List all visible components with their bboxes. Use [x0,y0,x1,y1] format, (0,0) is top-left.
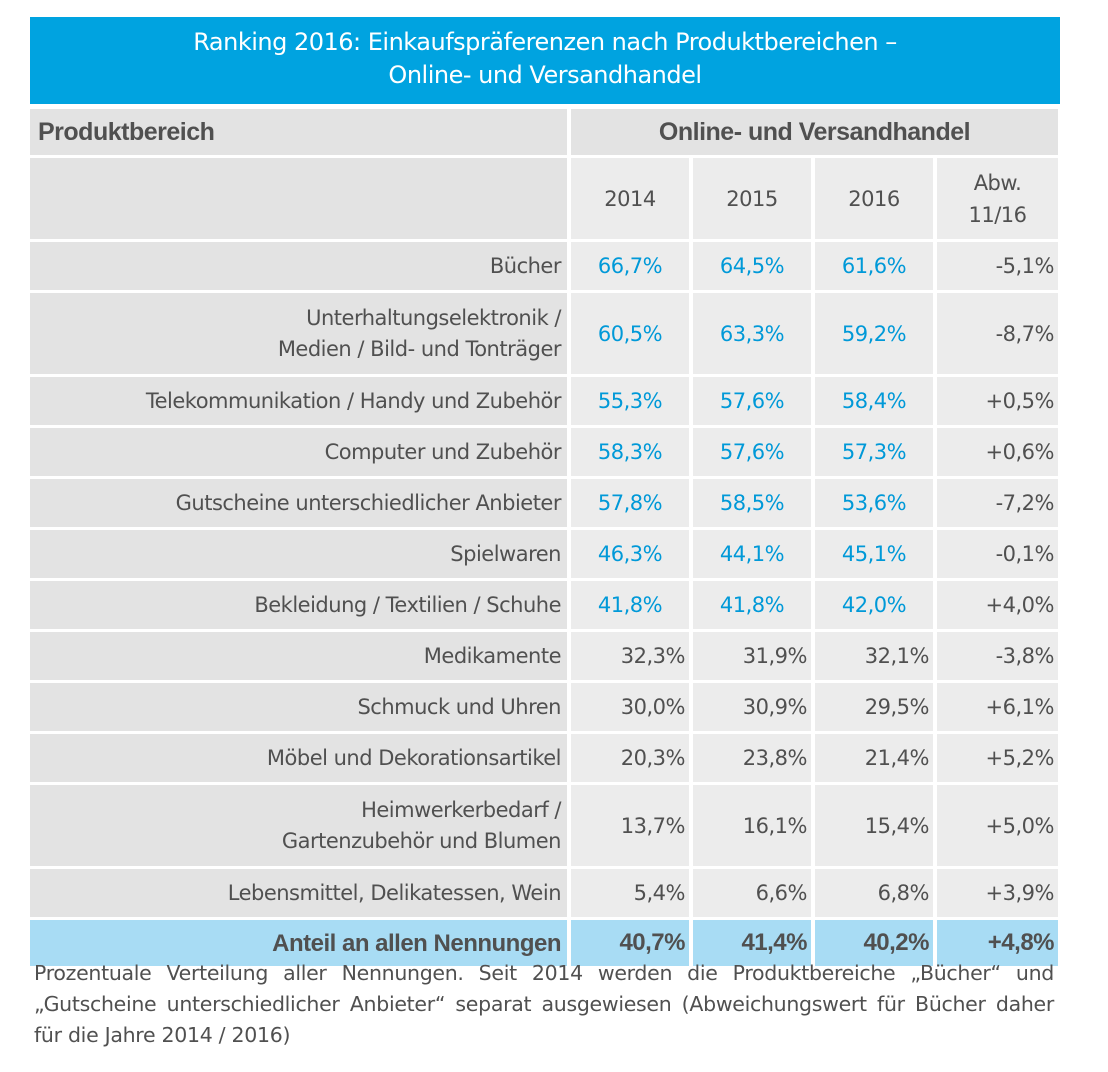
title-line-1: Ranking 2016: Einkaufspräferenzen nach P… [193,28,897,56]
header-produktbereich: Produktbereich [30,109,567,155]
row-label: Gutscheine unterschiedlicher Anbieter [30,479,567,527]
value-cell: 41,8% [693,581,811,629]
value-cell: 32,1% [815,632,933,680]
value-cell: 42,0% [815,581,933,629]
deviation-cell: +6,1% [937,683,1058,731]
deviation-cell: +0,5% [937,377,1058,425]
total-value: 41,4% [693,920,811,966]
row-label: Computer und Zubehör [30,428,567,476]
row-label: Bücher [30,242,567,290]
value-cell: 32,3% [571,632,689,680]
value-cell: 66,7% [571,242,689,290]
total-value: 40,2% [815,920,933,966]
table-title: Ranking 2016: Einkaufspräferenzen nach P… [30,17,1060,104]
value-cell: 55,3% [571,377,689,425]
value-cell: 58,3% [571,428,689,476]
row-label-line: Medien / Bild- und Tonträger [277,336,562,361]
row-label: Möbel und Dekorationsartikel [30,734,567,782]
deviation-cell: +0,6% [937,428,1058,476]
row-label: Schmuck und Uhren [30,683,567,731]
value-cell: 46,3% [571,530,689,578]
row-label-line: Unterhaltungselektronik / [306,305,561,330]
value-cell: 31,9% [693,632,811,680]
value-cell: 29,5% [815,683,933,731]
row-label: Medikamente [30,632,567,680]
value-cell: 21,4% [815,734,933,782]
row-label: Unterhaltungselektronik / Medien / Bild- … [30,293,567,374]
value-cell: 57,6% [693,428,811,476]
value-cell: 16,1% [693,785,811,866]
row-label: Lebensmittel, Delikatessen, Wein [30,869,567,917]
value-cell: 45,1% [815,530,933,578]
value-cell: 13,7% [571,785,689,866]
column-header: 2015 [693,158,811,239]
value-cell: 30,0% [571,683,689,731]
header-group: Online- und Versandhandel [571,109,1058,155]
deviation-cell: -0,1% [937,530,1058,578]
value-cell: 61,6% [815,242,933,290]
value-cell: 15,4% [815,785,933,866]
value-cell: 6,6% [693,869,811,917]
row-label: Spielwaren [30,530,567,578]
value-cell: 53,6% [815,479,933,527]
row-label: Heimwerkerbedarf / Gartenzubehör und Blum… [30,785,567,866]
value-cell: 63,3% [693,293,811,374]
value-cell: 58,4% [815,377,933,425]
value-cell: 23,8% [693,734,811,782]
total-value: +4,8% [937,920,1058,966]
total-label: Anteil an allen Nennungen [30,920,567,966]
row-label: Telekommunikation / Handy und Zubehör [30,377,567,425]
value-cell: 57,3% [815,428,933,476]
value-cell: 30,9% [693,683,811,731]
row-label-line: Gartenzubehör und Blumen [281,828,562,853]
deviation-cell: +3,9% [937,869,1058,917]
value-cell: 20,3% [571,734,689,782]
value-cell: 44,1% [693,530,811,578]
value-cell: 60,5% [571,293,689,374]
total-value: 40,7% [571,920,689,966]
value-cell: 5,4% [571,869,689,917]
value-cell: 57,8% [571,479,689,527]
deviation-cell: +5,0% [937,785,1058,866]
column-header: Abw. 11/16 [937,158,1058,239]
deviation-cell: -8,7% [937,293,1058,374]
value-cell: 64,5% [693,242,811,290]
row-label-line: Heimwerkerbedarf / [361,797,561,822]
value-cell: 58,5% [693,479,811,527]
ranking-table: Produktbereich Online- und Versandhandel… [30,109,1060,966]
deviation-cell: -3,8% [937,632,1058,680]
deviation-cell: +4,0% [937,581,1058,629]
deviation-cell: -5,1% [937,242,1058,290]
title-line-2: Online- und Versandhandel [388,61,702,89]
value-cell: 6,8% [815,869,933,917]
value-cell: 41,8% [571,581,689,629]
deviation-cell: -7,2% [937,479,1058,527]
footnote: Prozentuale Verteilung aller Nennungen. … [34,961,1054,1047]
deviation-cell: +5,2% [937,734,1058,782]
column-header: 2014 [571,158,689,239]
value-cell: 59,2% [815,293,933,374]
column-header: 2016 [815,158,933,239]
subheader-empty [30,158,567,239]
value-cell: 57,6% [693,377,811,425]
row-label: Bekleidung / Textilien / Schuhe [30,581,567,629]
